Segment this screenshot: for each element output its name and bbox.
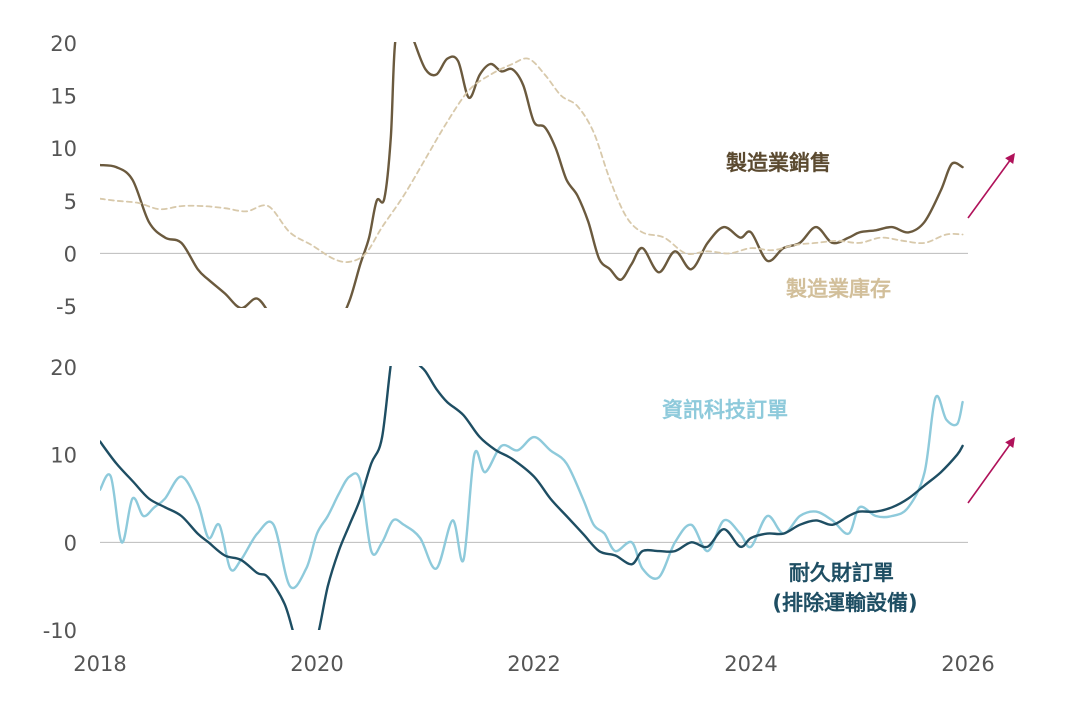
series-line-0-1 [100,57,964,263]
trend-arrow-icon [967,153,1015,219]
trend-arrow-icon [967,437,1015,504]
y-tick-label: -5 [56,295,77,319]
x-tick-label: 2018 [73,652,126,676]
series-label-it-orders: 資訊科技訂單 [662,398,788,422]
series-label-manufacturing-inventory: 製造業庫存 [785,277,891,301]
series-label-durable-goods-orders: 耐久財訂單 (排除運輸設備) [772,561,917,615]
x-tick-label: 2022 [507,652,560,676]
y-tick-label: 20 [50,32,77,56]
bottom-panel: 20 10 0 -10 2018 2020 2022 2024 2026 [43,356,1015,676]
y-tick-label: 0 [64,531,77,555]
series-label-manufacturing-sales: 製造業銷售 [725,151,831,175]
series-line-1-0 [100,394,964,590]
x-tick-label: 2020 [290,652,343,676]
x-tick-label: 2024 [724,652,777,676]
y-tick-label: 5 [64,190,77,214]
y-tick-label: 15 [50,85,77,109]
y-tick-label: 10 [50,444,77,468]
series-line-1-1 [100,366,964,630]
y-tick-label: 10 [50,137,77,161]
y-tick-label: -10 [43,619,77,643]
y-tick-label: 0 [64,242,77,266]
top-panel: 20 15 10 5 0 -5 [50,32,1015,319]
y-tick-label: 20 [50,356,77,380]
x-tick-label: 2026 [941,652,994,676]
